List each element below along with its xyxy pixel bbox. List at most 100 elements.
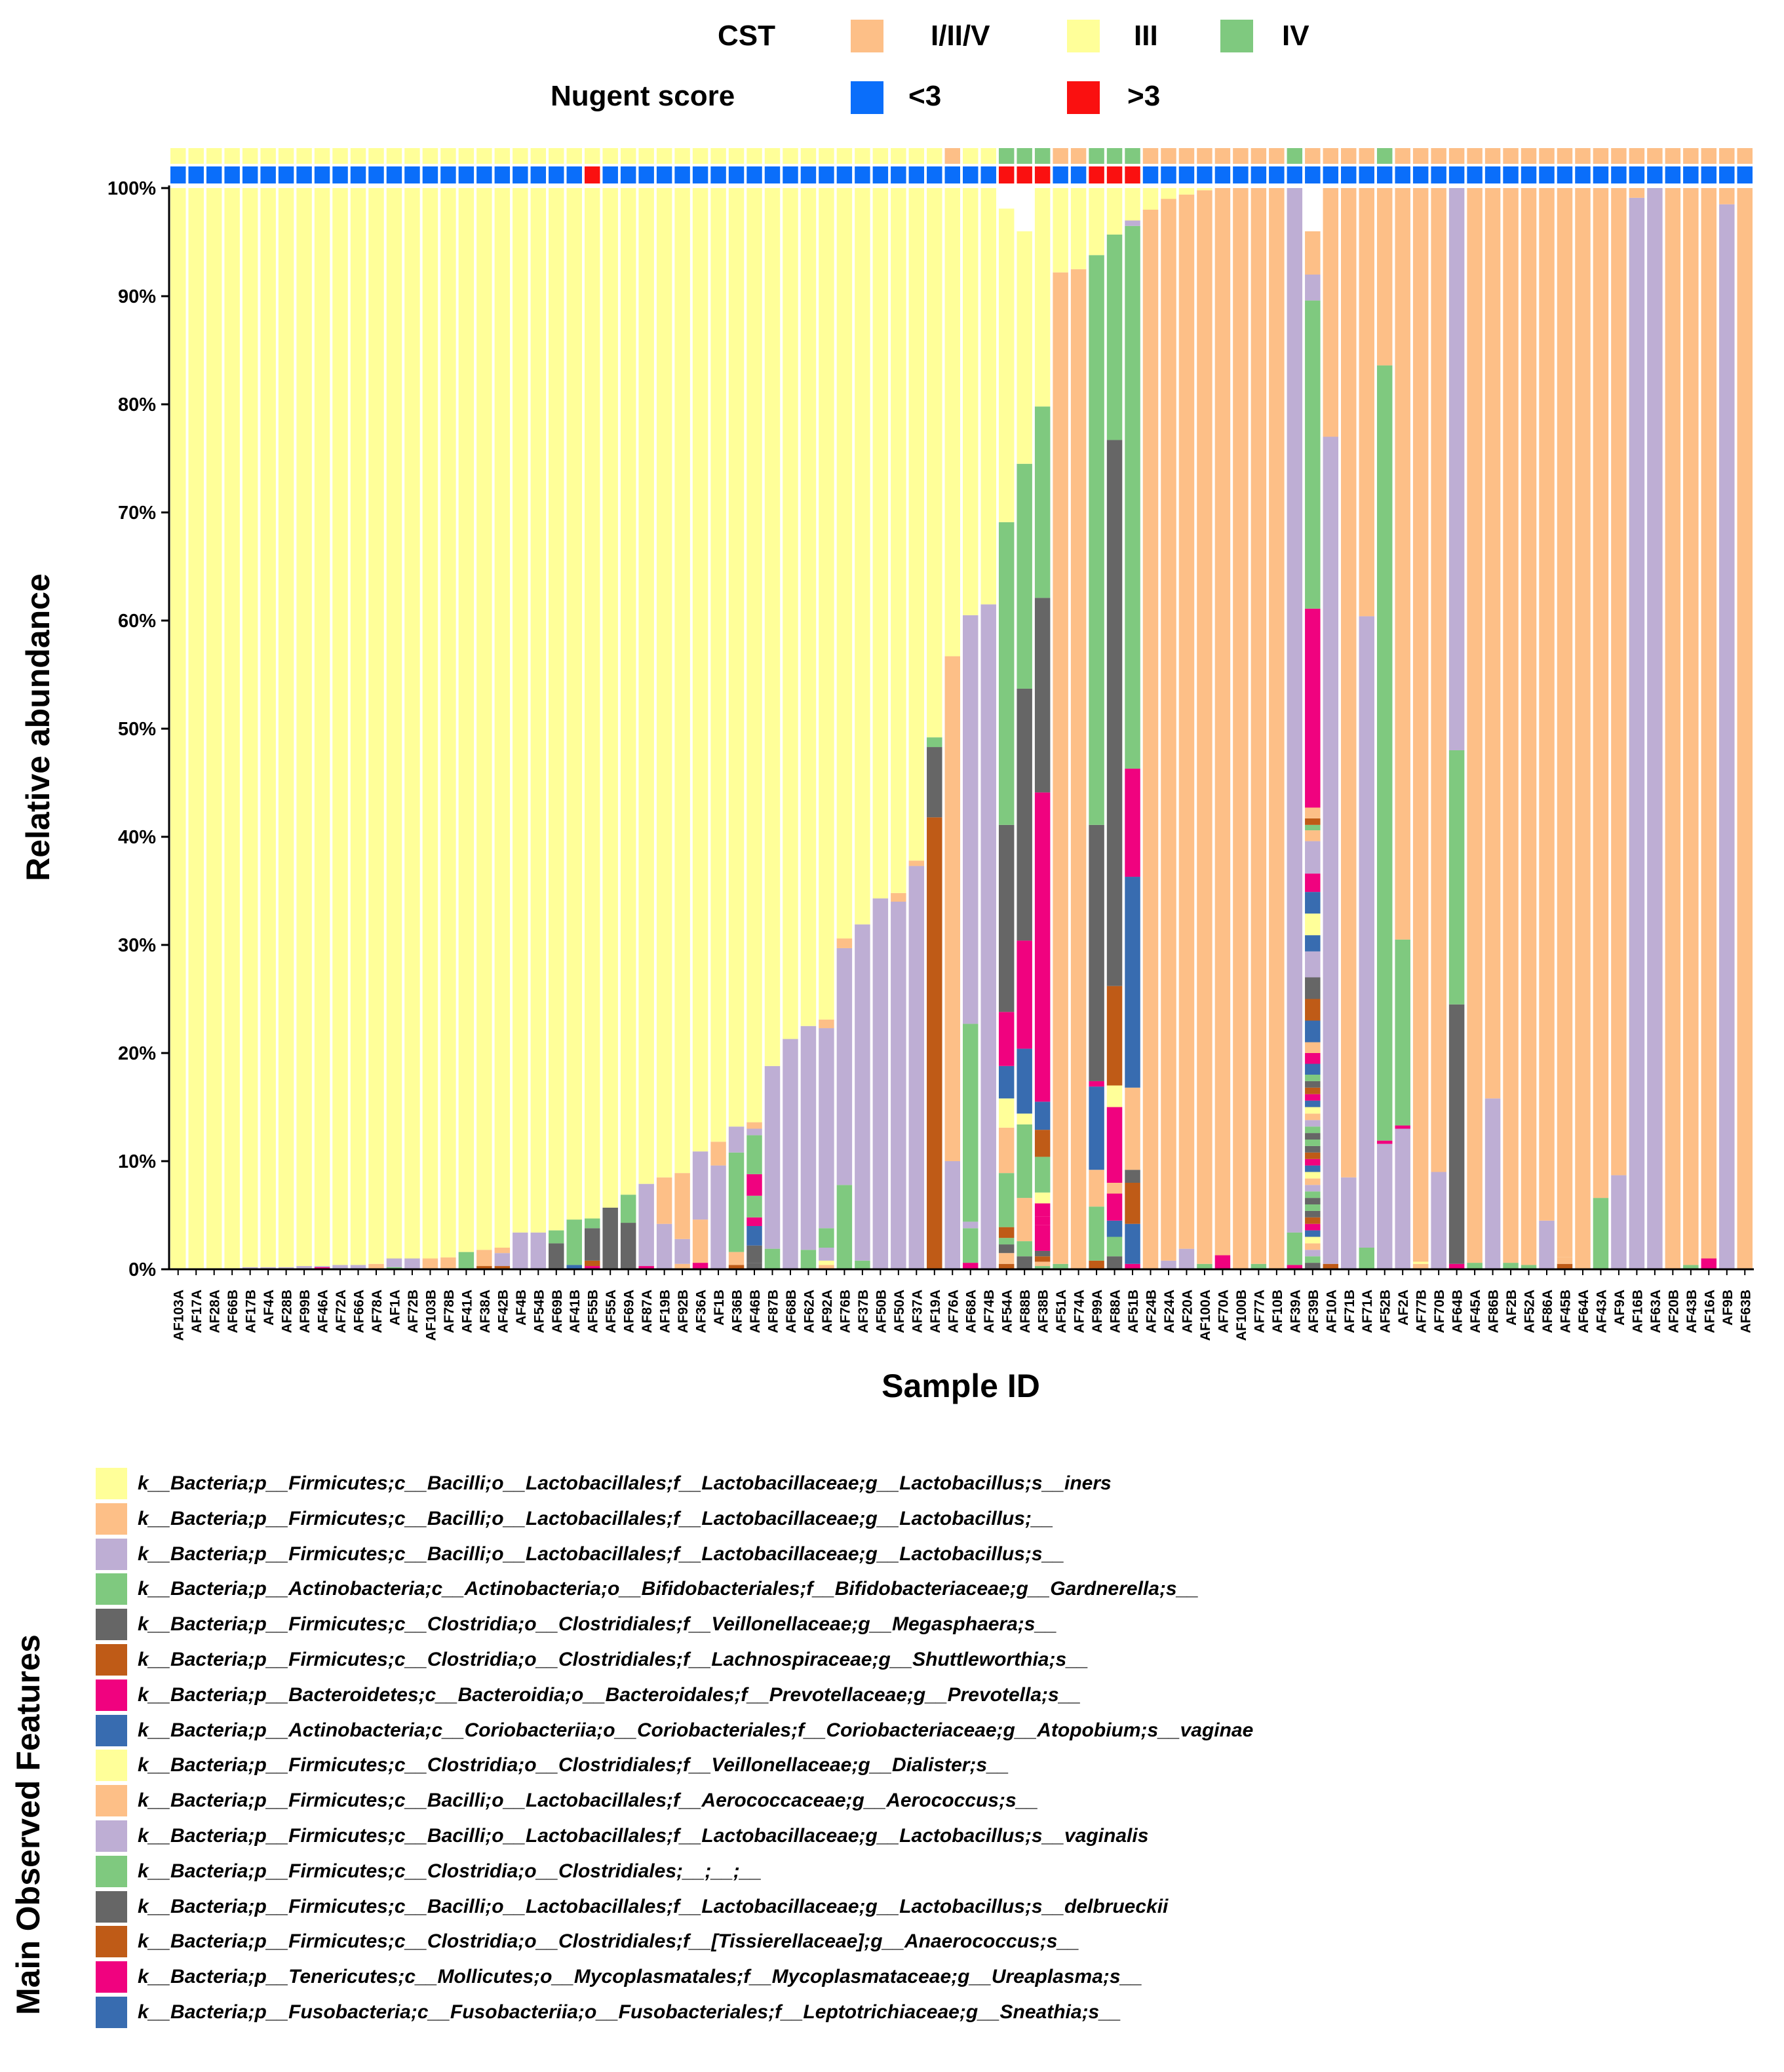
cst-cell xyxy=(422,148,438,164)
bar-segment xyxy=(1503,1263,1519,1269)
bar-segment xyxy=(1017,1198,1032,1242)
bar-segment xyxy=(1719,204,1735,1269)
nugent-cell xyxy=(1683,166,1699,183)
cst-cell xyxy=(584,148,600,164)
cst-legend-title: CST xyxy=(718,20,775,52)
cst-cell xyxy=(332,148,348,164)
bar-segment xyxy=(1178,188,1195,195)
feature-swatch xyxy=(96,1573,127,1605)
bar-segment xyxy=(998,1227,1015,1238)
bar-segment xyxy=(1448,188,1465,750)
bar-segment xyxy=(656,188,672,1178)
bar-segment xyxy=(224,188,240,1269)
bar-segment xyxy=(494,1266,511,1269)
bar-segment xyxy=(1305,1140,1321,1146)
bar-segment xyxy=(747,1245,762,1263)
x-tick-label: AF50A xyxy=(892,1290,907,1333)
cst-cell xyxy=(530,148,547,164)
cst-cell xyxy=(908,148,925,164)
x-tick-label: AF36B xyxy=(730,1290,745,1333)
x-tick-label: AF63A xyxy=(1648,1290,1663,1333)
x-tick-label: AF37B xyxy=(856,1290,871,1333)
bar-segment xyxy=(1305,1210,1321,1218)
nugent-cell xyxy=(710,166,726,183)
x-tick-label: AF74B xyxy=(982,1290,997,1333)
cst-cell xyxy=(1142,148,1159,164)
y-tick-label: 50% xyxy=(118,719,156,740)
feature-label: k__Bacteria;p__Firmicutes;c__Clostridia;… xyxy=(138,1613,1057,1636)
nugent-legend-label-2: >3 xyxy=(1127,80,1161,112)
x-tick-label: AF63B xyxy=(1738,1290,1753,1333)
feature-legend-item: k__Bacteria;p__Firmicutes;c__Clostridia;… xyxy=(96,1926,1079,1958)
bar-segment xyxy=(728,188,745,1127)
x-tick-label: AF78B xyxy=(442,1290,457,1333)
x-tick-label: AF72A xyxy=(334,1290,349,1333)
feature-swatch xyxy=(96,1750,127,1782)
bar-segment xyxy=(1034,1102,1051,1130)
bar-segment xyxy=(747,1128,762,1136)
cst-cell xyxy=(602,148,618,164)
nugent-cell xyxy=(242,166,258,183)
cst-cell xyxy=(368,148,384,164)
bar-segment xyxy=(656,1177,672,1224)
bar-segment xyxy=(783,1039,798,1269)
bar-segment xyxy=(1467,188,1483,1263)
cst-cell xyxy=(1287,148,1303,164)
bar-segment xyxy=(1017,1048,1032,1114)
x-tick-label: AF4A xyxy=(262,1290,277,1326)
bar-segment xyxy=(314,188,330,1267)
bar-segment xyxy=(1376,188,1393,366)
bar-segment xyxy=(1539,1220,1555,1269)
bar-segment xyxy=(1395,939,1410,1126)
nugent-cell xyxy=(602,166,618,183)
bar-segment xyxy=(998,1238,1015,1245)
nugent-cell xyxy=(513,166,528,183)
feature-label: k__Bacteria;p__Firmicutes;c__Bacilli;o__… xyxy=(138,1543,1064,1565)
feature-swatch xyxy=(96,1855,127,1887)
y-tick-label: 80% xyxy=(118,394,156,415)
bar-segment xyxy=(350,188,366,1265)
bar-segment xyxy=(584,1260,600,1267)
bar-segment xyxy=(836,948,853,1185)
nugent-cell xyxy=(1323,166,1339,183)
cst-legend-swatch-3 xyxy=(1220,20,1253,52)
bar-segment xyxy=(584,1218,600,1229)
bar-segment xyxy=(422,1258,438,1269)
x-tick-label: AF9A xyxy=(1612,1290,1627,1326)
nugent-cell xyxy=(1089,166,1104,183)
bar-segment xyxy=(944,188,960,657)
x-tick-label: AF69A xyxy=(622,1290,637,1333)
feature-legend-item: k__Bacteria;p__Firmicutes;c__Bacilli;o__… xyxy=(96,1468,1112,1499)
cst-cell xyxy=(1629,148,1645,164)
bar-segment xyxy=(855,1260,870,1269)
nugent-cell xyxy=(260,166,276,183)
feature-label: k__Bacteria;p__Firmicutes;c__Bacilli;o__… xyxy=(138,1825,1149,1847)
bar-segment xyxy=(692,1151,708,1220)
bar-segment xyxy=(1359,616,1374,1248)
x-tick-label: AF1A xyxy=(387,1290,402,1326)
cst-cell xyxy=(1665,148,1681,164)
cst-cell xyxy=(1593,148,1609,164)
bar-segment xyxy=(1647,188,1663,1269)
cst-cell xyxy=(549,148,564,164)
bar-segment xyxy=(549,1243,564,1269)
bar-segment xyxy=(278,188,294,1267)
bar-segment xyxy=(1089,1260,1104,1269)
bar-segment xyxy=(1305,913,1321,936)
x-tick-label: AF4B xyxy=(514,1290,529,1326)
bar-segment xyxy=(242,188,258,1267)
bar-segment xyxy=(1305,1159,1321,1166)
bar-segment xyxy=(944,656,960,1161)
x-tick-label: AF39B xyxy=(1306,1290,1321,1333)
x-tick-label: AF41B xyxy=(568,1290,583,1333)
bar-segment xyxy=(1034,406,1051,598)
bar-segment xyxy=(1701,1258,1717,1269)
bar-segment xyxy=(332,188,348,1265)
bar-segment xyxy=(1034,1192,1051,1204)
cst-cell xyxy=(620,148,636,164)
bar-segment xyxy=(1305,1191,1321,1199)
bar-segment xyxy=(1521,188,1537,1265)
cst-cell xyxy=(242,148,258,164)
cst-cell xyxy=(728,148,745,164)
nugent-cell xyxy=(747,166,762,183)
